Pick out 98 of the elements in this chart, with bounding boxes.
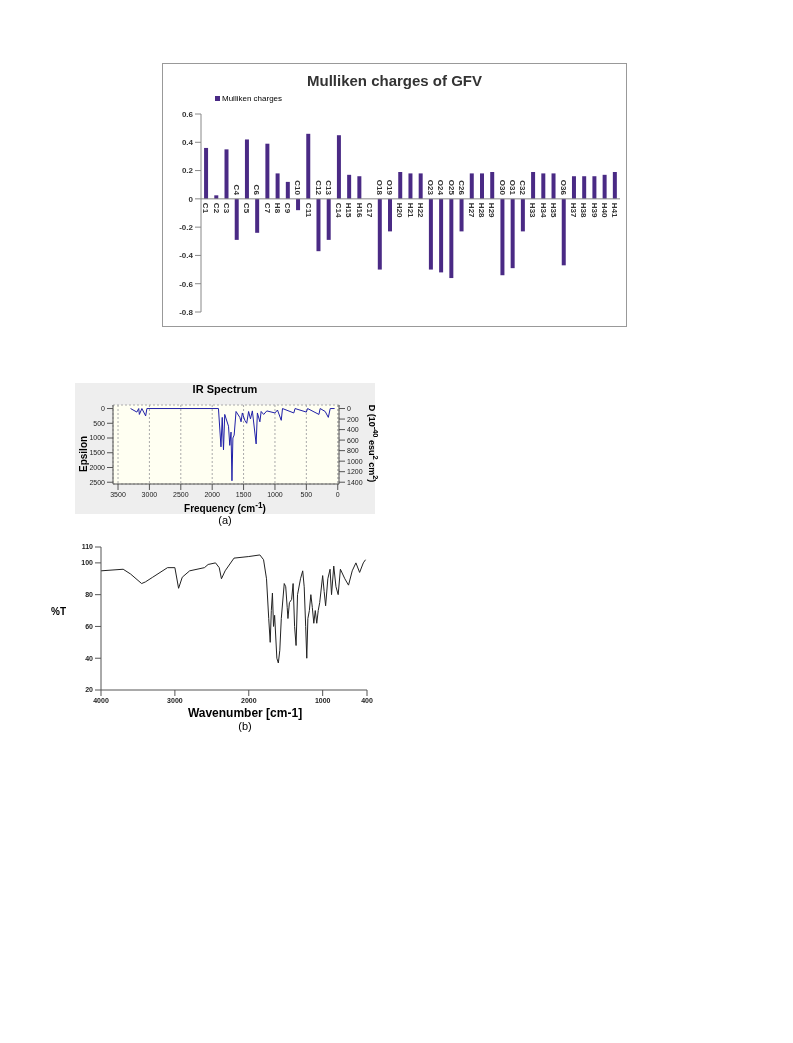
bar <box>204 147 209 199</box>
chart-title: Mulliken charges of GFV <box>305 72 483 89</box>
x-tick-label: H33 <box>528 202 538 219</box>
x-tick-label: C9 <box>283 202 293 214</box>
x-tick-label: C26 <box>456 180 466 196</box>
bar <box>449 198 454 279</box>
x-tick-label: H38 <box>579 202 589 219</box>
y-tick-label: -0.4 <box>179 251 194 261</box>
bar <box>602 174 607 199</box>
x-tick-label: C1 <box>201 202 211 214</box>
x-tick-label: O36 <box>558 179 568 196</box>
text: (a) <box>75 514 375 527</box>
bar <box>459 198 464 232</box>
legend-label: Mulliken charges <box>222 94 283 103</box>
x-tick-label: H35 <box>548 202 558 219</box>
bar <box>500 198 505 276</box>
x-tick-label: H28 <box>477 202 487 219</box>
x-tick-label: O19 <box>385 179 395 196</box>
x-tick-label: O23 <box>426 179 436 196</box>
x-tick-label: H8 <box>272 202 282 214</box>
y-tick-label: -0.6 <box>179 279 194 289</box>
bar <box>531 171 536 199</box>
y-tick-label: 0.2 <box>181 166 194 176</box>
bar <box>377 198 382 270</box>
x-tick-label: H29 <box>487 202 497 219</box>
bar <box>398 171 403 199</box>
x-tick-label: O24 <box>436 179 446 196</box>
bar <box>541 173 546 199</box>
bar <box>439 198 444 273</box>
bar <box>592 176 597 199</box>
bar <box>418 173 423 199</box>
x-axis-title: Frequency (cm$^{-1}$) <box>183 500 267 515</box>
chart-title: IR Spectrum <box>191 383 259 397</box>
x-tick-label: H27 <box>467 202 477 219</box>
bar <box>316 198 321 252</box>
bar <box>612 171 617 199</box>
y-tick-label: 0.4 <box>181 138 194 148</box>
y-tick-label: 0.6 <box>181 109 194 119</box>
bar <box>357 176 362 199</box>
x-tick-label: H22 <box>415 202 425 219</box>
bar <box>551 173 556 199</box>
bar <box>479 173 484 199</box>
x-tick-label: C32 <box>518 180 528 196</box>
x-tick-label: C2 <box>211 202 221 214</box>
x-tick-label: C4 <box>231 184 241 196</box>
x-tick-label: O30 <box>497 179 507 196</box>
y-tick-label: -0.2 <box>179 222 194 232</box>
bar <box>275 173 280 199</box>
bar <box>326 198 331 240</box>
x-tick-label: C17 <box>364 202 374 219</box>
x-tick-label: H15 <box>344 202 354 219</box>
x-tick-label: H37 <box>569 202 579 219</box>
y-axis-title: %T <box>51 606 66 617</box>
bar <box>265 143 270 199</box>
bar <box>582 176 587 199</box>
x-tick-label: H39 <box>589 202 599 219</box>
bar <box>408 173 413 199</box>
x-tick-label: H16 <box>354 202 364 219</box>
text: (b) <box>45 720 385 732</box>
bar <box>490 171 495 199</box>
bar <box>388 198 393 232</box>
bar <box>285 181 290 199</box>
bar <box>520 198 525 232</box>
x-tick-label: C12 <box>313 180 323 196</box>
y-axis-title: Epsilon <box>78 435 89 472</box>
bar <box>306 133 311 199</box>
x-tick-label: O25 <box>446 179 456 196</box>
bar <box>234 198 239 240</box>
x-tick-label: O31 <box>507 179 517 196</box>
line-series <box>130 408 336 482</box>
y-tick-label: -0.8 <box>179 307 194 317</box>
x-tick-label: C5 <box>242 202 252 214</box>
bar <box>336 135 341 199</box>
x-tick-label: H21 <box>405 202 415 219</box>
x-tick-label: C10 <box>293 180 303 196</box>
bar <box>510 198 515 269</box>
x-tick-label: C3 <box>221 202 231 214</box>
bar <box>244 139 249 199</box>
x-tick-label: C7 <box>262 202 272 214</box>
bar <box>428 198 433 270</box>
x-tick-label: H34 <box>538 202 548 219</box>
bar <box>469 173 474 199</box>
bar <box>224 149 229 199</box>
bar <box>347 174 352 199</box>
x-tick-label: C6 <box>252 184 262 196</box>
line-series <box>101 554 367 664</box>
x-tick-label: C11 <box>303 202 313 218</box>
x-tick-label: H40 <box>599 202 609 219</box>
y-tick-label: 0 <box>188 194 194 204</box>
bar <box>571 176 576 199</box>
x-axis-title: Wavenumber [cm-1] <box>186 706 304 720</box>
bar <box>561 198 566 266</box>
x-tick-label: O18 <box>375 179 385 196</box>
x-tick-label: C13 <box>323 180 333 196</box>
x-tick-label: H41 <box>610 202 620 219</box>
x-tick-label: H20 <box>395 202 405 219</box>
x-tick-label: C14 <box>334 202 344 219</box>
bar <box>255 198 260 233</box>
